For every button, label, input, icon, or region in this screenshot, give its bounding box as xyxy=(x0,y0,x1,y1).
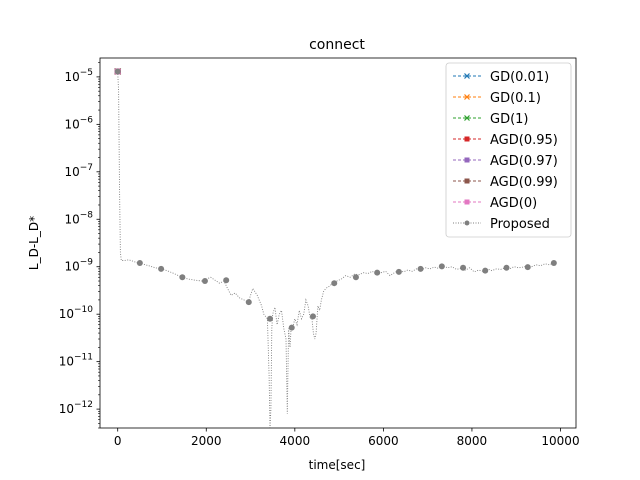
x-tick-label: 8000 xyxy=(457,434,488,448)
legend-entry-gd-0-01-marker-stroke-b xyxy=(464,73,470,79)
y-tick-base: 10 xyxy=(64,70,79,84)
x-tick-label: 4000 xyxy=(280,434,311,448)
y-tick-label: 10−6 xyxy=(64,115,93,131)
legend-entry-gd-1-marker xyxy=(464,115,470,121)
legend-entry-agd-0: AGD(0) xyxy=(453,196,537,211)
plot-data xyxy=(114,68,557,428)
y-tick-label: 10−5 xyxy=(64,68,93,84)
series-proposed-point xyxy=(331,280,338,287)
legend-entry-agd-0-marker xyxy=(464,199,470,205)
series-proposed-point xyxy=(114,68,121,75)
x-tick-label: 2000 xyxy=(191,434,222,448)
legend-entry-agd-0-99: AGD(0.99) xyxy=(453,175,558,190)
series-proposed-point xyxy=(267,315,274,322)
y-tick-base: 10 xyxy=(64,165,79,179)
legend-entry-agd-0-label: AGD(0) xyxy=(490,196,537,211)
series-proposed-point xyxy=(482,267,489,274)
legend-entry-agd-0-97: AGD(0.97) xyxy=(453,154,558,169)
y-tick-base: 10 xyxy=(59,307,74,321)
legend-entry-agd-0-95-label: AGD(0.95) xyxy=(490,133,558,148)
y-tick-exponent: −5 xyxy=(80,68,93,78)
y-tick-base: 10 xyxy=(64,117,79,131)
series-proposed-point xyxy=(460,264,467,271)
legend-box xyxy=(445,62,572,238)
legend-entry-gd-1-marker-stroke-b xyxy=(464,115,470,121)
legend-entry-gd-0-1: GD(0.1) xyxy=(453,91,541,106)
y-tick-exponent: −6 xyxy=(80,115,94,125)
y-tick-exponent: −10 xyxy=(74,305,93,315)
y-tick-base: 10 xyxy=(64,260,79,274)
legend-entry-gd-0-01-label: GD(0.01) xyxy=(490,70,549,85)
legend-entry-agd-0-99-label: AGD(0.99) xyxy=(490,175,558,190)
series-proposed xyxy=(114,68,557,428)
legend-entry-agd-0-97-marker xyxy=(464,157,470,163)
y-tick-base: 10 xyxy=(59,355,74,369)
series-proposed-point xyxy=(136,259,143,266)
legend-entry-gd-0-1-label: GD(0.1) xyxy=(490,91,541,106)
y-tick-exponent: −11 xyxy=(74,353,93,363)
series-proposed-point xyxy=(352,274,359,281)
y-tick-label: 10−7 xyxy=(64,163,93,179)
legend-entry-agd-0-95: AGD(0.95) xyxy=(453,133,558,148)
legend-entry-agd-0-99-marker xyxy=(464,178,470,184)
series-proposed-point xyxy=(550,259,557,266)
y-tick-label: 10−8 xyxy=(64,210,93,226)
y-axis-label: L_D-L_D* xyxy=(27,216,41,270)
legend-entry-agd-0-95-marker xyxy=(464,136,470,142)
legend: GD(0.01) GD(0.1) GD(1) AGD(0.95) AGD(0.97) AG… xyxy=(445,62,572,238)
x-tick-label: 6000 xyxy=(368,434,399,448)
y-tick-exponent: −12 xyxy=(74,400,93,410)
series-proposed-point xyxy=(245,299,252,306)
series-proposed-point xyxy=(201,278,208,285)
y-tick-label: 10−12 xyxy=(59,400,93,416)
series-proposed-point xyxy=(503,264,510,271)
series-proposed-point xyxy=(524,264,531,271)
legend-entry-gd-1: GD(1) xyxy=(453,112,529,127)
legend-entry-gd-0-1-marker-stroke-b xyxy=(464,94,470,100)
legend-entry-proposed-marker xyxy=(464,220,470,226)
series-proposed-point xyxy=(438,263,445,270)
series-proposed-point xyxy=(288,324,295,331)
x-tick-label: 0 xyxy=(114,434,122,448)
series-proposed-point xyxy=(417,265,424,272)
y-tick-exponent: −8 xyxy=(80,210,94,220)
legend-entry-proposed-label: Proposed xyxy=(490,217,550,232)
y-tick-base: 10 xyxy=(64,212,79,226)
y-tick-exponent: −9 xyxy=(80,258,94,268)
y-tick-label: 10−9 xyxy=(64,258,93,274)
series-proposed-point xyxy=(179,274,186,281)
series-proposed-line xyxy=(117,71,555,428)
legend-entry-agd-0-97-label: AGD(0.97) xyxy=(490,154,558,169)
chart-title: connect xyxy=(309,37,365,53)
x-tick-label: 10000 xyxy=(541,434,579,448)
series-proposed-point xyxy=(395,268,402,275)
legend-entry-gd-0-01-marker xyxy=(464,73,470,79)
x-axis-label: time[sec] xyxy=(309,458,366,472)
legend-entry-gd-1-label: GD(1) xyxy=(490,112,529,127)
series-proposed-point xyxy=(309,313,316,320)
legend-entry-gd-0-01: GD(0.01) xyxy=(453,70,549,85)
y-tick-exponent: −7 xyxy=(80,163,93,173)
legend-entry-proposed: Proposed xyxy=(453,217,550,232)
legend-entry-gd-0-1-marker xyxy=(464,94,470,100)
y-tick-label: 10−11 xyxy=(59,353,93,369)
y-tick-base: 10 xyxy=(59,402,74,416)
series-proposed-point xyxy=(223,277,230,284)
axes: 0 2000 4000 6000 8000 1000010−510−610−710−810… xyxy=(59,57,580,448)
series-proposed-point xyxy=(374,269,381,276)
plot-area xyxy=(114,68,557,428)
series-proposed-point xyxy=(158,265,165,272)
y-tick-label: 10−10 xyxy=(59,305,94,321)
axes-frame xyxy=(99,57,577,429)
